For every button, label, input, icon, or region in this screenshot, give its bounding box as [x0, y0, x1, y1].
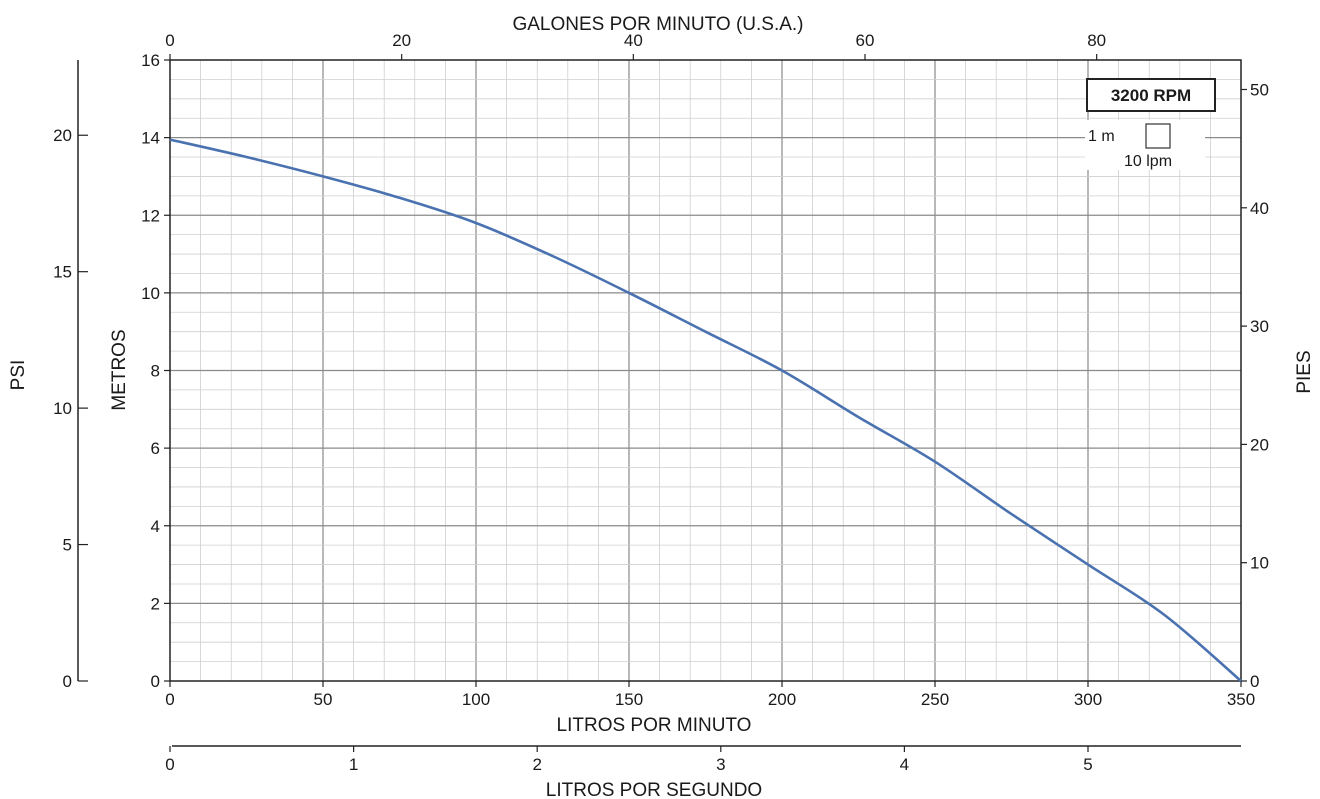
y-left-tick-label: 10 — [141, 284, 160, 303]
y-psi-tick-label: 10 — [53, 399, 72, 418]
x-bottom-tick-label: 350 — [1227, 690, 1255, 709]
y-left-tick-label: 16 — [141, 51, 160, 70]
x-top-tick-label: 40 — [624, 31, 643, 50]
y-left-tick-label: 12 — [141, 206, 160, 225]
series-line — [169, 138, 1242, 682]
x-lps-tick-label: 3 — [716, 755, 725, 774]
x-top-label: GALONES POR MINUTO (U.S.A.) — [512, 14, 803, 35]
y-left-tick-label: 4 — [151, 517, 160, 536]
x-lps-tick-label: 4 — [900, 755, 909, 774]
y-left-tick-label: 2 — [151, 594, 160, 613]
x-lps-tick-label: 2 — [532, 755, 541, 774]
x-top-tick-label: 20 — [392, 31, 411, 50]
legend-meters-label: 1 m — [1088, 128, 1115, 145]
grid — [170, 60, 1241, 681]
y-left-tick-label: 6 — [151, 439, 160, 458]
x-lps-label: LITROS POR SEGUNDO — [546, 780, 762, 799]
y-right-ticks: 0 10 20 30 40 50 — [1241, 80, 1269, 691]
y-psi-axis: 0 5 10 15 20 — [53, 60, 88, 691]
y-right-tick-label: 0 — [1250, 672, 1259, 691]
y-left-tick-label: 8 — [151, 362, 160, 381]
rpm-badge-label: 3200 RPM — [1111, 86, 1191, 105]
y-right-tick-label: 20 — [1250, 435, 1269, 454]
x-bottom-tick-label: 50 — [314, 690, 333, 709]
y-right-tick-label: 10 — [1250, 554, 1269, 573]
x-bottom-ticks: 0 50 100 150 200 250 300 350 — [165, 681, 1255, 709]
y-left-tick-label: 0 — [151, 672, 160, 691]
rpm-badge — [1086, 78, 1216, 112]
x-bottom-tick-label: 250 — [921, 690, 949, 709]
legend-backdrop — [1085, 120, 1205, 170]
y-psi-tick-label: 0 — [63, 672, 72, 691]
x-lps-axis: 0 1 2 3 4 5 — [165, 745, 1241, 774]
y-right-tick-label: 40 — [1250, 199, 1269, 218]
legend-square — [1145, 123, 1171, 149]
x-bottom-tick-label: 100 — [462, 690, 490, 709]
x-bottom-tick-label: 200 — [768, 690, 796, 709]
x-top-tick-label: 80 — [1087, 31, 1106, 50]
y-right-tick-label: 50 — [1250, 80, 1269, 99]
x-lps-tick-label: 0 — [165, 755, 174, 774]
y-right-tick-label: 30 — [1250, 317, 1269, 336]
y-psi-label: PSI — [8, 360, 29, 391]
x-bottom-tick-label: 150 — [615, 690, 643, 709]
y-psi-tick-label: 20 — [53, 126, 72, 145]
x-top-ticks: 0 20 40 60 80 — [165, 31, 1106, 60]
y-psi-tick-label: 15 — [53, 263, 72, 282]
x-bottom-tick-label: 300 — [1074, 690, 1102, 709]
y-right-label: PIES — [1294, 350, 1315, 393]
x-bottom-label: LITROS POR MINUTO — [557, 715, 752, 736]
x-bottom-tick-label: 0 — [165, 690, 174, 709]
y-left-tick-label: 14 — [141, 129, 160, 148]
x-top-tick-label: 60 — [856, 31, 875, 50]
x-lps-tick-label: 5 — [1083, 755, 1092, 774]
x-top-tick-label: 0 — [165, 31, 174, 50]
legend-lpm-label: 10 lpm — [1124, 153, 1172, 170]
y-psi-tick-label: 5 — [63, 536, 72, 555]
y-left-label: METROS — [109, 329, 130, 410]
y-left-ticks: 0 2 4 6 8 10 12 14 16 — [141, 51, 170, 691]
x-lps-tick-label: 1 — [349, 755, 358, 774]
